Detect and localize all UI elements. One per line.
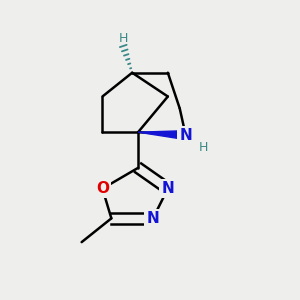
Polygon shape	[138, 131, 186, 140]
Text: N: N	[147, 211, 159, 226]
Text: N: N	[179, 128, 192, 142]
Text: H: H	[118, 32, 128, 45]
Text: H: H	[199, 140, 208, 154]
Text: N: N	[161, 181, 174, 196]
Text: O: O	[96, 181, 109, 196]
